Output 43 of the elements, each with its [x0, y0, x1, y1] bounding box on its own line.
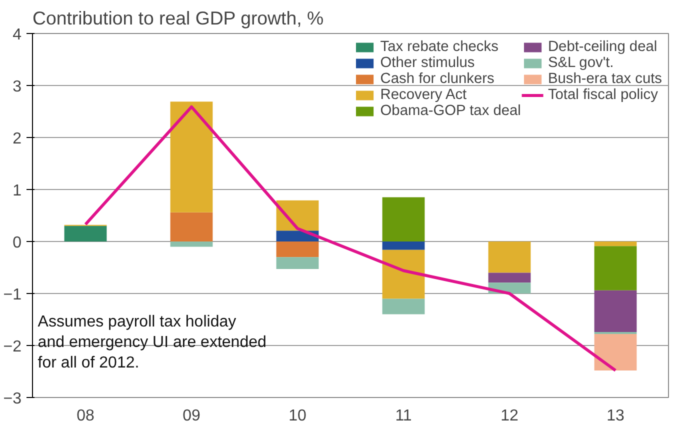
legend-label: S&L gov't. — [548, 55, 614, 71]
y-tick-label: 1 — [12, 182, 22, 200]
bar — [276, 257, 319, 270]
legend-label: Recovery Act — [380, 87, 467, 103]
bar — [594, 246, 637, 290]
bar — [488, 242, 531, 273]
bar — [170, 212, 213, 242]
bar — [594, 332, 637, 334]
bar — [382, 197, 425, 242]
x-tick-label: 13 — [606, 408, 624, 423]
bar — [594, 334, 637, 370]
bar — [170, 242, 213, 247]
bar — [276, 242, 319, 258]
chart-title: Contribution to real GDP growth, % — [32, 8, 324, 28]
legend-label: Obama-GOP tax deal — [380, 103, 521, 119]
x-tick-label: 10 — [288, 408, 306, 423]
y-tick-label: 2 — [12, 130, 22, 148]
legend-label: Debt-ceiling deal — [548, 39, 658, 55]
x-tick-label: 11 — [395, 408, 412, 423]
y-tick-label: −2 — [3, 338, 22, 356]
bar — [594, 290, 637, 332]
legend-label: Total fiscal policy — [548, 87, 658, 103]
legend-label: Cash for clunkers — [380, 71, 494, 87]
bar — [594, 242, 637, 246]
y-tick-label: 3 — [12, 78, 22, 96]
y-tick-label: −3 — [3, 390, 22, 408]
bar — [64, 226, 107, 242]
x-tick-label: 09 — [182, 408, 200, 423]
bar — [488, 272, 531, 283]
x-tick-label: 08 — [76, 408, 94, 423]
bar — [382, 242, 425, 250]
y-tick-label: −1 — [3, 286, 22, 304]
y-tick-label: 4 — [12, 26, 22, 44]
legend-label: Bush-era tax cuts — [548, 71, 662, 87]
y-tick-label: 0 — [12, 234, 22, 252]
bar — [276, 200, 319, 231]
bar — [382, 250, 425, 299]
legend-label: Other stimulus — [380, 55, 475, 71]
bar — [382, 298, 425, 314]
legend-label: Tax rebate checks — [380, 39, 498, 55]
bar — [170, 102, 213, 212]
x-tick-label: 12 — [500, 408, 518, 423]
annotation: Assumes payroll tax holiday and emergency UI are extended for all of 2012. — [38, 314, 266, 372]
